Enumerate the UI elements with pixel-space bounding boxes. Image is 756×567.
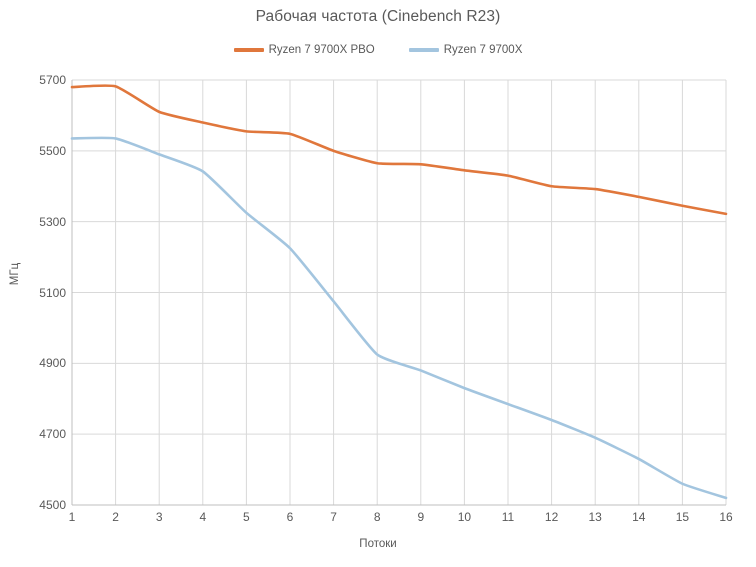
- x-tick-label: 15: [675, 510, 690, 524]
- x-tick-label: 9: [417, 510, 425, 524]
- x-tick-label: 1: [68, 510, 76, 524]
- x-tick-label: 3: [155, 510, 163, 524]
- legend-color-swatch: [233, 48, 264, 52]
- gridlines: [72, 80, 726, 505]
- x-tick-label: 4: [199, 510, 207, 524]
- x-tick-label: 5: [243, 510, 250, 524]
- x-tick-label: 11: [501, 510, 515, 524]
- series-line: [72, 86, 726, 214]
- legend-label: Ryzen 7 9700X: [443, 44, 523, 56]
- x-tick-label: 8: [373, 510, 381, 524]
- y-tick-label: 4900: [39, 356, 66, 371]
- y-tick-label: 5300: [39, 214, 66, 229]
- chart-legend: Ryzen 7 9700X PBO Ryzen 7 9700X: [0, 44, 756, 56]
- x-tick-label: 14: [632, 510, 646, 524]
- x-tick-label: 10: [457, 510, 472, 524]
- legend-item[interactable]: Ryzen 7 9700X: [408, 44, 523, 56]
- x-tick-label: 7: [330, 510, 337, 524]
- x-tick-label: 13: [588, 510, 602, 524]
- x-tick-label: 2: [112, 510, 119, 524]
- y-tick-label: 4500: [39, 498, 66, 512]
- x-tick-label: 16: [719, 510, 733, 524]
- plot-area: [72, 80, 726, 505]
- x-tick-label: 12: [544, 510, 559, 524]
- x-tick-label: 6: [286, 510, 294, 524]
- chart-title: Рабочая частота (Cinebench R23): [255, 8, 501, 25]
- y-tick-label: 5100: [39, 285, 66, 300]
- y-tick-label: 5500: [39, 143, 66, 158]
- y-tick-label: 4700: [39, 427, 66, 442]
- plot-canvas: [72, 80, 726, 505]
- y-axis-tick-labels: 4500 4700 4900 5100 5300 5500 5700: [0, 0, 66, 567]
- legend-label: Ryzen 7 9700X PBO: [268, 44, 375, 56]
- x-axis-title: Потоки: [359, 538, 397, 550]
- y-tick-label: 5700: [39, 73, 66, 87]
- axis-lines: [72, 80, 726, 505]
- legend-color-swatch: [408, 48, 439, 52]
- series-line: [72, 138, 726, 498]
- legend-item[interactable]: Ryzen 7 9700X PBO: [233, 44, 375, 56]
- y-axis-title: МГц: [9, 262, 21, 286]
